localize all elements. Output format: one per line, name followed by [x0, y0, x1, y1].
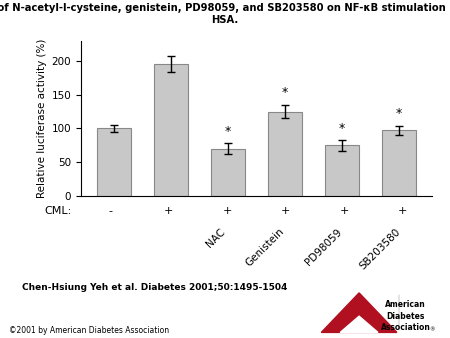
Text: Chen-Hsiung Yeh et al. Diabetes 2001;50:1495-1504: Chen-Hsiung Yeh et al. Diabetes 2001;50:… — [22, 283, 288, 292]
Text: Genistein: Genistein — [243, 226, 286, 269]
Text: +: + — [340, 206, 349, 216]
Bar — [382, 130, 416, 196]
Text: -: - — [108, 206, 112, 216]
Text: +: + — [398, 206, 407, 216]
Text: ®: ® — [429, 328, 435, 333]
Text: SB203580: SB203580 — [358, 226, 403, 271]
Bar — [325, 145, 359, 196]
Text: PD98059: PD98059 — [304, 226, 344, 267]
Text: +: + — [164, 206, 173, 216]
Text: *: * — [225, 125, 231, 138]
Bar — [154, 64, 188, 196]
Text: American: American — [385, 300, 426, 309]
Y-axis label: Relative luciferase activity (%): Relative luciferase activity (%) — [37, 39, 47, 198]
Text: +: + — [223, 206, 232, 216]
Polygon shape — [340, 316, 378, 333]
Text: ©2001 by American Diabetes Association: ©2001 by American Diabetes Association — [9, 325, 169, 335]
Text: Diabetes: Diabetes — [387, 312, 425, 321]
Text: Effects of N-acetyl-l-cysteine, genistein, PD98059, and SB203580 on NF-κB stimul: Effects of N-acetyl-l-cysteine, genistei… — [0, 3, 450, 14]
Text: *: * — [339, 122, 345, 135]
Bar — [211, 149, 245, 196]
Bar — [268, 112, 302, 196]
Text: *: * — [396, 107, 402, 120]
Text: NAC: NAC — [205, 226, 227, 249]
Text: +: + — [281, 206, 290, 216]
Bar — [97, 128, 131, 196]
Text: CML:: CML: — [45, 206, 72, 216]
Text: Association: Association — [381, 323, 431, 332]
Text: HSA.: HSA. — [212, 15, 239, 25]
Text: *: * — [282, 87, 288, 99]
Polygon shape — [321, 293, 397, 333]
